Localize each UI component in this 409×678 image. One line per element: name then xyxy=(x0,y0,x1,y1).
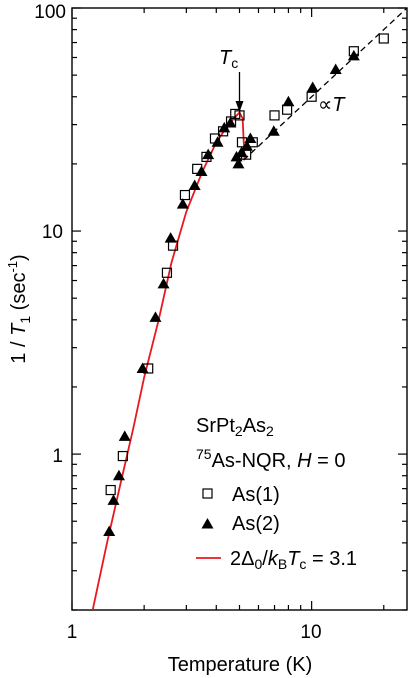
data-point-as2 xyxy=(118,430,131,441)
legend-title-compound: SrPt2As2 xyxy=(196,415,274,439)
data-point-as2 xyxy=(149,311,162,322)
tc-arrow-head xyxy=(235,101,244,112)
legend-title-method: 75As-NQR, H = 0 xyxy=(196,446,346,472)
data-point-as1 xyxy=(117,450,128,462)
data-point-as1 xyxy=(179,189,191,201)
data-point-as2 xyxy=(136,362,149,373)
data-point-as2 xyxy=(224,117,237,128)
data-point-as2 xyxy=(235,146,248,157)
y-tick-label-1: 1 xyxy=(52,446,63,467)
data-point-as1 xyxy=(282,104,293,115)
data-point-as2 xyxy=(282,95,295,107)
data-point-as2 xyxy=(347,49,360,61)
proportional-t-annotation: ∝T xyxy=(318,94,346,116)
data-point-as2 xyxy=(188,179,201,191)
data-point-as2 xyxy=(267,125,280,136)
x-tick-label-1: 1 xyxy=(67,622,78,643)
data-point-as2 xyxy=(329,63,342,74)
data-point-as2 xyxy=(211,136,224,147)
data-point-as1 xyxy=(269,110,280,121)
data-point-as2 xyxy=(157,277,170,289)
axis-ticks xyxy=(71,7,407,611)
proportional-t-dashed-line xyxy=(243,8,407,161)
x-tick-label-10: 10 xyxy=(300,622,321,643)
data-point-as2 xyxy=(232,157,245,169)
legend-marker-as1 xyxy=(202,488,213,499)
data-point-as1 xyxy=(105,484,116,496)
legend-label-fit: 2Δ0/kBTc = 3.1 xyxy=(230,548,357,572)
y-axis-title: 1 / T1 (sec-1) xyxy=(5,254,33,363)
data-point-as2 xyxy=(195,165,208,176)
data-point-as2 xyxy=(244,132,257,143)
data-point-as2 xyxy=(107,494,120,505)
data-point-as2 xyxy=(164,232,177,243)
y-tick-label-10: 10 xyxy=(42,222,63,243)
tc-annotation-label: Tc xyxy=(219,47,238,71)
data-point-as2 xyxy=(176,198,189,209)
data-point-as2 xyxy=(218,121,231,133)
data-point-as2 xyxy=(306,81,319,93)
data-point-as1 xyxy=(306,91,317,102)
data-point-as2 xyxy=(240,140,253,151)
data-point-as2 xyxy=(202,148,215,160)
data-point-as1 xyxy=(161,267,173,278)
legend-label-as2: As(2) xyxy=(232,513,280,535)
data-point-as1 xyxy=(378,33,389,44)
data-point-as2 xyxy=(103,525,116,536)
y-tick-label-100: 100 xyxy=(34,2,66,23)
x-axis-title: Temperature (K) xyxy=(168,654,313,676)
series-lines xyxy=(91,8,407,610)
legend-marker-as2 xyxy=(201,518,214,529)
data-point-as2 xyxy=(112,469,125,481)
legend-label-as1: As(1) xyxy=(232,484,280,506)
legend: SrPt2As2 75As-NQR, H = 0 As(1) As(2) 2Δ0… xyxy=(196,415,357,572)
fit-curve-line xyxy=(91,110,246,610)
series-points xyxy=(103,33,389,536)
